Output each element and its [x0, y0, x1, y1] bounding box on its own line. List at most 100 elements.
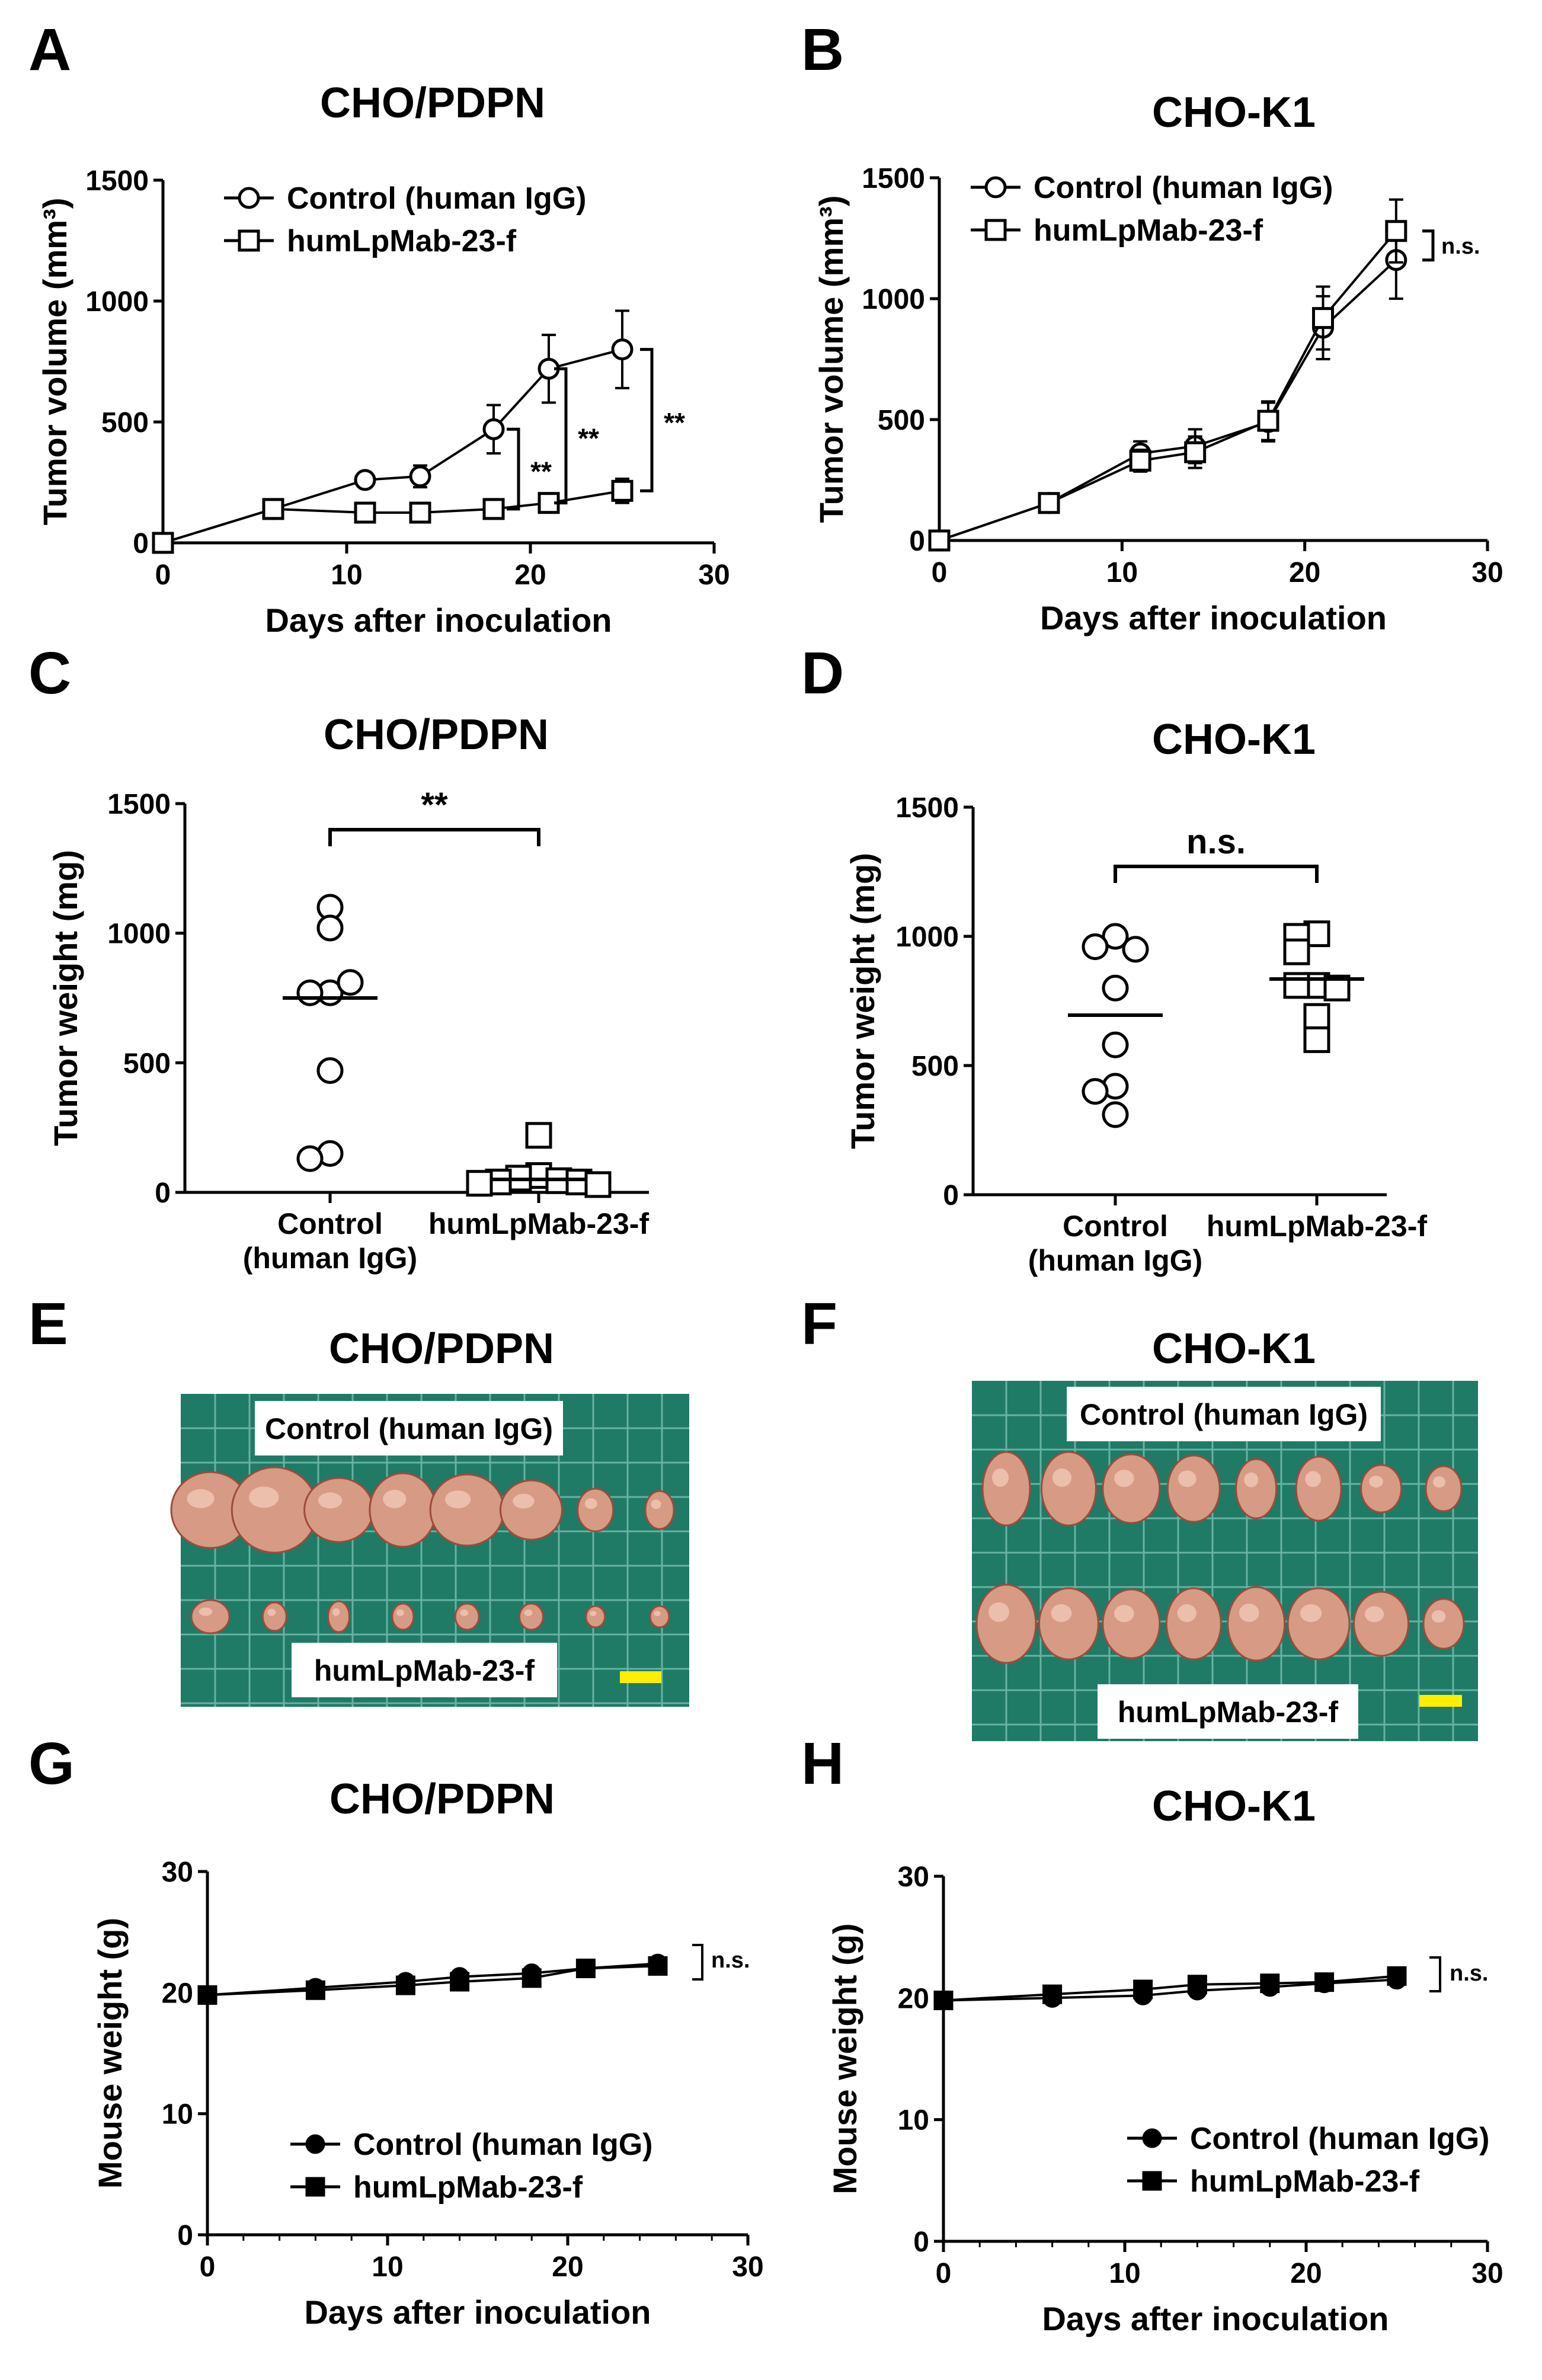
- tumor: [303, 1477, 375, 1543]
- chart-C: 0 500 1000 1500 Tumor weight (mg) Control(hum…: [47, 786, 649, 1275]
- tumor-body: [1102, 1453, 1161, 1524]
- data-point: [575, 1958, 596, 1978]
- tumor-body: [975, 1584, 1037, 1664]
- panel-header-D: D CHO-K1: [801, 640, 1316, 763]
- tumor-highlight: [1305, 1471, 1321, 1488]
- tumor-highlight: [992, 1468, 1009, 1487]
- label-box: [292, 1643, 557, 1697]
- tumor-body: [1227, 1586, 1286, 1662]
- panel-letter: D: [801, 640, 844, 706]
- tumor-highlight: [1364, 1606, 1384, 1623]
- bracket-line: [328, 828, 540, 846]
- series-control: [933, 1970, 1407, 2010]
- x-tick-label: 30: [1471, 2258, 1503, 2289]
- panel-letter: G: [28, 1730, 75, 1797]
- panel-header-C: C CHO/PDPN: [28, 640, 549, 759]
- chart-B: 0 500 1000 1500 0 10 20 30 Days after inoculatio…: [812, 163, 1503, 636]
- data-point: [522, 1968, 542, 1988]
- tumor-highlight: [1369, 1476, 1383, 1488]
- data-point: [1082, 933, 1109, 960]
- x-tick-label: 30: [732, 2251, 763, 2283]
- tumor: [231, 1466, 318, 1554]
- data-point: [354, 501, 376, 524]
- tumor: [261, 1601, 287, 1632]
- y-tick-label: 0: [913, 2227, 929, 2258]
- tumor: [1165, 1587, 1222, 1661]
- data-point: [482, 418, 505, 440]
- legend-marker: [305, 2134, 325, 2154]
- tumor-highlight: [590, 1611, 597, 1617]
- data-point: [1257, 410, 1279, 432]
- y-axis-label: Mouse weight (g): [91, 1918, 129, 2189]
- panel-title: CHO-K1: [1152, 89, 1316, 136]
- tumor-body: [1102, 1588, 1161, 1659]
- tumor: [1360, 1464, 1403, 1514]
- x-tick-label: 30: [698, 559, 730, 591]
- y-axis-label: Tumor volume (mm³): [812, 196, 850, 523]
- tumor-highlight: [1300, 1604, 1322, 1622]
- significance-label: **: [530, 456, 552, 487]
- group-humlpmab: [466, 1122, 612, 1198]
- data-point: [409, 501, 431, 524]
- tumor: [585, 1605, 606, 1629]
- x-tick-label: 20: [1290, 2258, 1322, 2289]
- tumor-highlight: [1178, 1470, 1197, 1488]
- legend-marker: [238, 187, 260, 209]
- legend-label: Control (human IgG): [1034, 171, 1333, 205]
- panel-header-G: G CHO/PDPN: [28, 1730, 555, 1823]
- x-tick-label: 20: [514, 559, 546, 591]
- data-point: [1283, 972, 1310, 999]
- y-axis-label: Mouse weight (g): [826, 1923, 863, 2194]
- tumor-highlight: [1052, 1468, 1072, 1487]
- label-box: [1098, 1684, 1358, 1739]
- tumor-body: [1287, 1587, 1351, 1661]
- y-tick-label: 1500: [862, 163, 925, 194]
- x-axis-label: Days after inoculation: [265, 602, 612, 639]
- panel-letter: B: [801, 17, 844, 83]
- panel-letter: E: [28, 1291, 68, 1357]
- tumor: [1102, 1588, 1161, 1659]
- tumor: [1295, 1455, 1342, 1522]
- y-tick-label: 1000: [107, 919, 171, 950]
- y-tick-label: 0: [943, 1180, 959, 1211]
- series-line: [939, 259, 1397, 542]
- tumor-highlight: [524, 1609, 533, 1616]
- legend: Control (human IgG) humLpMab-23-f: [224, 181, 586, 258]
- y-tick-label: 30: [162, 1857, 193, 1888]
- tumor: [190, 1599, 231, 1634]
- x-tick-label: 20: [1289, 557, 1320, 588]
- data-point: [1303, 1026, 1330, 1053]
- x-tick-label: 0: [200, 2251, 216, 2283]
- data-point: [296, 1145, 324, 1172]
- data-point: [1260, 1973, 1280, 1994]
- tumor: [1040, 1451, 1097, 1527]
- data-point: [296, 979, 324, 1006]
- legend-label: Control (human IgG): [353, 2128, 652, 2162]
- tumor-highlight: [187, 1489, 215, 1508]
- label-box: [255, 1401, 563, 1455]
- tumor: [1353, 1591, 1410, 1657]
- data-point: [1133, 1979, 1153, 2000]
- panel-title: CHO-K1: [1152, 1783, 1316, 1830]
- legend-label: humLpMab-23-f: [287, 224, 517, 258]
- y-tick-label: 30: [898, 1861, 929, 1893]
- tumor: [1166, 1454, 1221, 1523]
- tumor: [649, 1605, 670, 1629]
- significance-label: n.s.: [711, 1948, 750, 1973]
- tumor-body: [1360, 1464, 1403, 1514]
- tumor-body: [327, 1600, 351, 1633]
- tumor: [429, 1473, 505, 1547]
- bracket: [1422, 229, 1435, 262]
- data-point: [305, 1980, 325, 2000]
- series-control: [197, 1953, 668, 2005]
- tumor-body: [1166, 1454, 1221, 1523]
- bracket: [507, 427, 520, 511]
- tumor-body: [649, 1605, 670, 1629]
- y-tick-label: 500: [101, 407, 149, 439]
- significance-label: **: [578, 423, 599, 453]
- y-tick-label: 500: [878, 405, 925, 436]
- x-tick-label: humLpMab-23-f: [428, 1207, 650, 1240]
- data-point: [466, 1170, 493, 1197]
- data-point: [1042, 1984, 1063, 2004]
